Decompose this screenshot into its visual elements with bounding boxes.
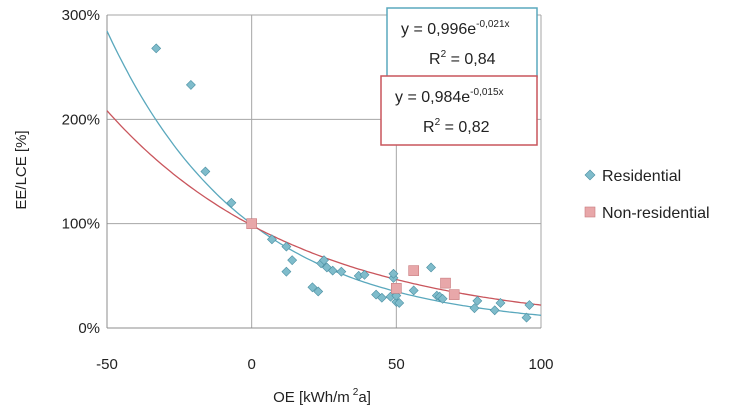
r-squared-non-residential: R2 = 0,82 — [423, 117, 490, 136]
data-point-non-residential — [246, 218, 257, 229]
x-axis-title-tail: a] — [358, 389, 371, 406]
legend-label-non-residential: Non-residential — [602, 205, 710, 222]
data-point-residential — [524, 300, 535, 310]
y-tick-label: 100% — [62, 216, 100, 233]
data-point-residential — [469, 303, 480, 314]
data-point-residential — [437, 293, 448, 304]
x-tick-label: 0 — [247, 356, 255, 373]
x-axis-title-main: OE [kWh/m — [273, 389, 350, 406]
data-point-residential — [521, 312, 532, 323]
data-point-residential — [359, 269, 370, 280]
data-point-non-residential — [391, 283, 402, 294]
data-point-residential — [200, 166, 211, 177]
x-axis-title-sup: 2 — [353, 387, 359, 398]
data-point-residential — [426, 262, 436, 273]
legend-marker-residential — [584, 169, 596, 181]
data-point-residential — [313, 286, 324, 297]
legend-label-residential: Residential — [602, 168, 681, 185]
data-point-residential — [388, 268, 399, 279]
data-point-residential — [226, 197, 237, 208]
x-tick-label: -50 — [96, 356, 118, 373]
data-point-residential — [266, 234, 277, 245]
legend-marker-non-residential — [584, 206, 596, 218]
data-point-residential — [151, 43, 162, 54]
x-tick-label: 50 — [388, 356, 405, 373]
x-tick-label: 100 — [528, 356, 553, 373]
data-point-non-residential — [440, 277, 451, 289]
equation-residential: y = 0,996e-0,021x — [401, 19, 510, 38]
data-point-residential — [408, 285, 419, 296]
data-point-residential — [376, 292, 387, 303]
data-point-residential — [489, 305, 500, 316]
data-point-residential — [281, 241, 292, 252]
data-point-residential — [281, 266, 292, 277]
data-points — [151, 43, 535, 323]
data-point-residential — [327, 265, 338, 276]
y-tick-label: 300% — [62, 7, 100, 24]
equation-non-residential: y = 0,984e-0,015x — [395, 87, 504, 106]
data-point-residential — [472, 295, 483, 306]
equation-box-residential — [386, 7, 538, 78]
data-point-residential — [307, 282, 318, 293]
axes: 0% 100% 200% 300% -50 0 50 100 — [62, 7, 554, 373]
axis-labels: EE/LCE [%] OE [kWh/m 2a] — [13, 130, 371, 406]
data-point-non-residential — [408, 265, 419, 276]
y-tick-label: 200% — [62, 111, 100, 128]
data-point-residential — [319, 255, 329, 266]
data-point-residential — [336, 266, 347, 277]
data-point-residential — [495, 298, 506, 308]
y-axis-title: EE/LCE [%] — [13, 130, 30, 209]
legend: Residential Non-residential — [584, 168, 710, 222]
y-tick-label: 0% — [78, 320, 100, 337]
data-point-non-residential — [448, 289, 460, 300]
data-point-residential — [394, 298, 405, 308]
data-point-residential — [185, 79, 196, 90]
x-axis-title: OE [kWh/m 2a] — [273, 387, 371, 406]
equation-box-non-residential — [380, 75, 538, 146]
equation-boxes: y = 0,996e-0,021x R2 = 0,84 y = 0,984e-0,0… — [380, 7, 538, 146]
r-squared-residential: R2 = 0,84 — [429, 49, 496, 68]
data-point-residential — [287, 255, 298, 266]
